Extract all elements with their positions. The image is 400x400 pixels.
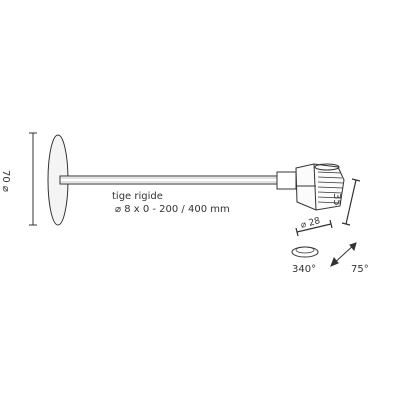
head-diameter-dimension bbox=[295, 219, 333, 237]
rigid-rod bbox=[59, 175, 283, 185]
rod-dimensions-label: ⌀ 8 x 0 - 200 / 400 mm bbox=[115, 204, 230, 215]
rotation-ring bbox=[291, 246, 319, 258]
rod-title-label: tige rigide bbox=[112, 191, 163, 202]
rotation-angle-label: 340° bbox=[292, 264, 317, 275]
head-height-dimension bbox=[341, 178, 361, 226]
tilt-arc-icon bbox=[330, 242, 357, 267]
joint-block bbox=[276, 171, 297, 190]
spotlight-head bbox=[295, 163, 345, 211]
base-diameter-dimension bbox=[29, 132, 37, 226]
head-height-label: 35 bbox=[331, 193, 342, 206]
base-diameter-label: 70 ⌀ bbox=[0, 170, 11, 192]
tilt-angle-label: 75° bbox=[351, 264, 369, 275]
